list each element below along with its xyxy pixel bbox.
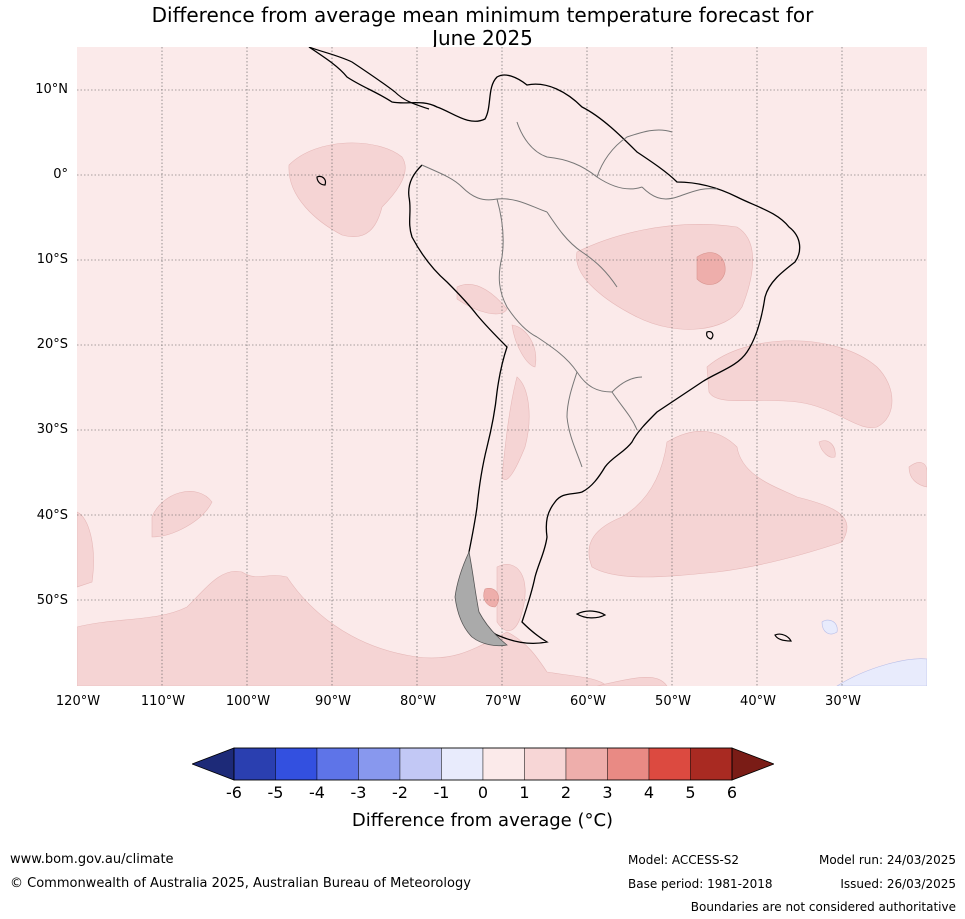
colorbar-segment [565, 747, 608, 781]
central-america-coastline [308, 47, 430, 110]
anomaly-negative-regions [821, 619, 927, 686]
lat-label-20s: 20°S [36, 337, 68, 352]
lon-label-70w: 70°W [485, 694, 521, 709]
colorbar-over-arrow [731, 747, 774, 781]
colorbar-tick-label: -2 [392, 783, 408, 802]
colorbar-segment [316, 747, 359, 781]
colorbar-segment [607, 747, 650, 781]
map-gridlines [77, 47, 927, 686]
colorbar-tick-label: 1 [519, 783, 530, 802]
south-america-coastline [308, 47, 801, 644]
lon-label-40w: 40°W [740, 694, 776, 709]
lon-label-50w: 50°W [655, 694, 691, 709]
lon-label-110w: 110°W [140, 694, 186, 709]
lat-label-50s: 50°S [36, 593, 68, 608]
colorbar-tick-label: -1 [433, 783, 450, 802]
colorbar [192, 747, 774, 781]
lat-label-40s: 40°S [36, 508, 68, 523]
colorbar-outline [233, 747, 733, 781]
colorbar-segment [524, 747, 567, 781]
lon-label-60w: 60°W [570, 694, 606, 709]
colorbar-under-arrow [192, 747, 235, 781]
base-period: Base period: 1981-2018 [628, 877, 773, 891]
colorbar-segment [233, 747, 276, 781]
colorbar-segment [482, 747, 525, 781]
issued-date: Issued: 26/03/2025 [840, 877, 956, 891]
colorbar-segment [399, 747, 442, 781]
lat-label-10n: 10°N [35, 82, 68, 97]
forecast-map [77, 47, 927, 686]
colorbar-tick-label: 4 [643, 783, 655, 802]
colorbar-segment [358, 747, 401, 781]
colorbar-label: Difference from average (°C) [351, 810, 614, 831]
country-borders [421, 121, 718, 468]
colorbar-segments [233, 747, 733, 781]
colorbar-segment [275, 747, 318, 781]
colorbar-tick-label: 2 [560, 783, 572, 802]
colorbar-segment [648, 747, 691, 781]
colorbar-segment [441, 747, 484, 781]
colorbar-tick-label: 6 [726, 783, 738, 802]
anomaly-2-3-regions [483, 252, 726, 608]
title-line-1: Difference from average mean minimum tem… [151, 3, 814, 27]
colorbar-tick-label: -3 [350, 783, 367, 802]
lon-label-30w: 30°W [825, 694, 861, 709]
page-title: Difference from average mean minimum tem… [0, 4, 965, 50]
colorbar-tick-label: 0 [477, 783, 489, 802]
colorbar-tick-label: -5 [267, 783, 284, 802]
lon-label-100w: 100°W [225, 694, 271, 709]
colorbar-tick-label: -4 [309, 783, 325, 802]
colorbar-tick-label: -6 [226, 783, 242, 802]
title-line-2: June 2025 [432, 26, 533, 50]
lon-label-80w: 80°W [400, 694, 436, 709]
model-run-date: Model run: 24/03/2025 [818, 853, 956, 867]
colorbar-tick-label: 3 [602, 783, 613, 802]
colorbar-tick-label: 5 [685, 783, 696, 802]
disclaimer-text: Boundaries are not considered authoritat… [690, 900, 956, 914]
website-link[interactable]: www.bom.gov.au/climate [10, 852, 174, 867]
lon-label-120w: 120°W [55, 694, 101, 709]
islands [316, 175, 792, 642]
copyright-text: © Commonwealth of Australia 2025, Austra… [10, 876, 471, 891]
lat-label-0: 0° [53, 167, 68, 182]
lat-label-10s: 10°S [36, 252, 68, 267]
lon-label-90w: 90°W [315, 694, 351, 709]
chilean-fjords [454, 550, 508, 647]
lat-label-30s: 30°S [36, 422, 68, 437]
model-name: Model: ACCESS-S2 [628, 853, 740, 867]
colorbar-segment [690, 747, 733, 781]
